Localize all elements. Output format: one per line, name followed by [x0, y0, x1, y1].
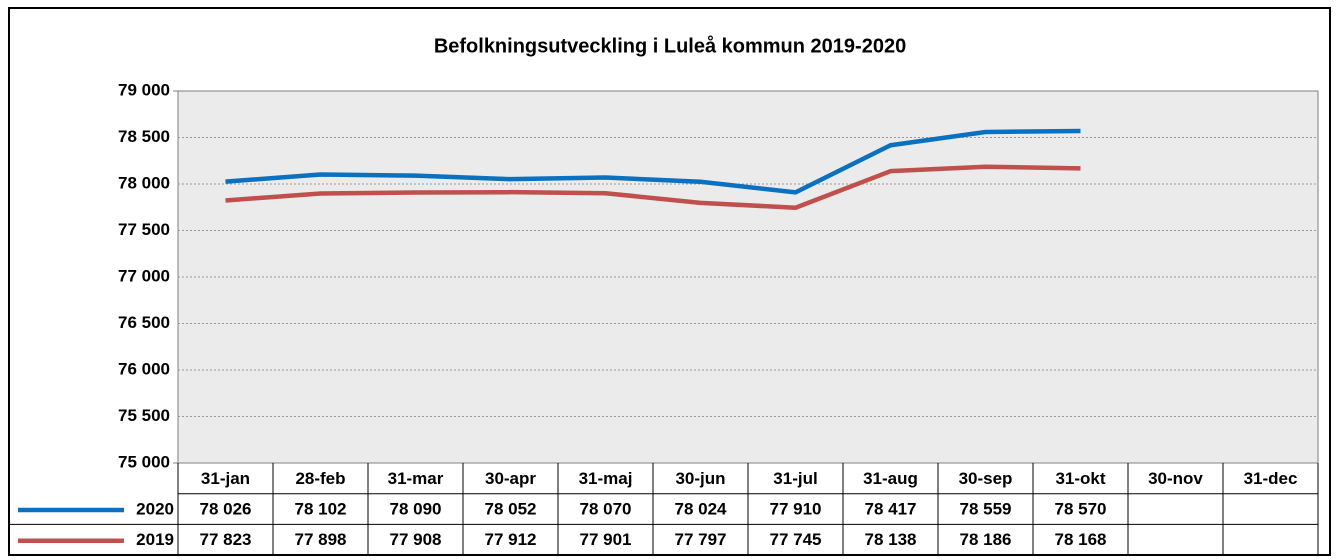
table-value: 78 570 [1055, 500, 1107, 519]
legend-label: 2020 [136, 500, 174, 519]
table-value: 78 052 [485, 500, 537, 519]
legend-label: 2019 [136, 530, 174, 549]
y-tick-label: 79 000 [118, 80, 170, 99]
x-tick-label: 30-sep [959, 469, 1013, 488]
x-tick-label: 30-apr [485, 469, 536, 488]
x-tick-label: 31-dec [1244, 469, 1298, 488]
table-value: 77 898 [295, 530, 347, 549]
x-tick-label: 31-aug [863, 469, 918, 488]
y-tick-label: 75 000 [118, 452, 170, 471]
y-tick-label: 76 000 [118, 359, 170, 378]
table-value: 78 138 [865, 530, 917, 549]
y-tick-label: 75 500 [118, 406, 170, 425]
x-tick-label: 31-jan [201, 469, 250, 488]
y-tick-label: 78 000 [118, 173, 170, 192]
x-tick-label: 30-jun [675, 469, 725, 488]
table-value: 78 070 [580, 500, 632, 519]
series-line [225, 164, 1081, 210]
x-tick-label: 30-nov [1148, 469, 1203, 488]
table-value: 78 024 [675, 500, 728, 519]
table-value: 78 026 [200, 500, 252, 519]
x-tick-label: 28-feb [295, 469, 345, 488]
table-value: 77 908 [390, 530, 442, 549]
x-tick-label: 31-maj [579, 469, 633, 488]
table-value: 77 910 [770, 500, 822, 519]
x-tick-label: 31-mar [388, 469, 444, 488]
table-value: 77 797 [675, 530, 727, 549]
x-tick-label: 31-jul [773, 469, 817, 488]
table-value: 78 090 [390, 500, 442, 519]
table-value: 78 417 [865, 500, 917, 519]
table-value: 77 823 [200, 530, 252, 549]
table-value: 78 186 [960, 530, 1012, 549]
x-tick-label: 31-okt [1055, 469, 1105, 488]
y-tick-label: 76 500 [118, 313, 170, 332]
table-value: 78 168 [1055, 530, 1107, 549]
table-value: 77 901 [580, 530, 632, 549]
table-value: 78 102 [295, 500, 347, 519]
table-value: 78 559 [960, 500, 1012, 519]
table-value: 77 912 [485, 530, 537, 549]
chart-title: Befolkningsutveckling i Luleå kommun 201… [434, 34, 906, 57]
series-line [225, 128, 1081, 195]
y-tick-label: 77 500 [118, 220, 170, 239]
table-value: 77 745 [770, 530, 822, 549]
y-tick-label: 78 500 [118, 127, 170, 146]
y-tick-label: 77 000 [118, 266, 170, 285]
